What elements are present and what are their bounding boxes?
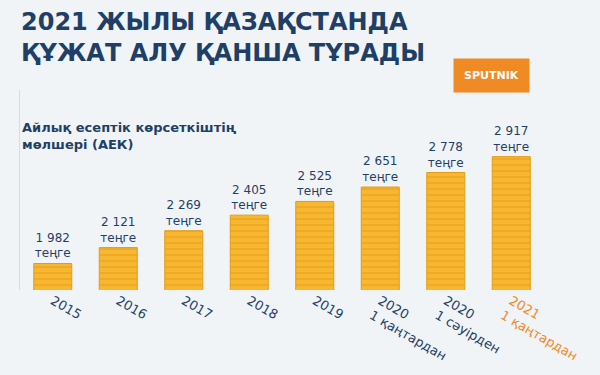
svg-text:2021 ЖЫЛЫ ҚАЗАҚСТАНДАҚҰЖАТ АЛУ: 2021 ЖЫЛЫ ҚАЗАҚСТАНДАҚҰЖАТ АЛУ ҚАНША ТҰР…	[21, 8, 425, 67]
svg-text:2 651теңге: 2 651теңге	[362, 154, 398, 184]
svg-text:2017: 2017	[179, 293, 215, 323]
svg-text:20201 сәуірден: 20201 сәуірден	[433, 293, 512, 357]
svg-text:20201 қаңтардан: 20201 қаңтардан	[367, 293, 457, 364]
svg-text:2 405теңге: 2 405теңге	[231, 183, 267, 213]
svg-text:SPUTNIK: SPUTNIK	[464, 69, 519, 82]
svg-text:2 778теңге: 2 778теңге	[428, 140, 464, 170]
svg-text:2 917теңге: 2 917теңге	[493, 124, 529, 154]
svg-text:2018: 2018	[245, 293, 281, 323]
svg-text:2019: 2019	[310, 293, 346, 323]
svg-text:2015: 2015	[48, 293, 84, 323]
svg-text:1 982теңге: 1 982теңге	[35, 231, 71, 261]
svg-text:20211 қаңтардан: 20211 қаңтардан	[498, 293, 588, 364]
svg-text:2 525теңге: 2 525теңге	[297, 169, 333, 199]
svg-text:2 121теңге: 2 121теңге	[100, 215, 136, 245]
svg-text:2016: 2016	[114, 293, 150, 323]
svg-text:Айлық есептік көрсеткіштіңмөлш: Айлық есептік көрсеткіштіңмөлшері (АЕК)	[22, 120, 237, 152]
svg-text:2 269теңге: 2 269теңге	[166, 198, 202, 228]
